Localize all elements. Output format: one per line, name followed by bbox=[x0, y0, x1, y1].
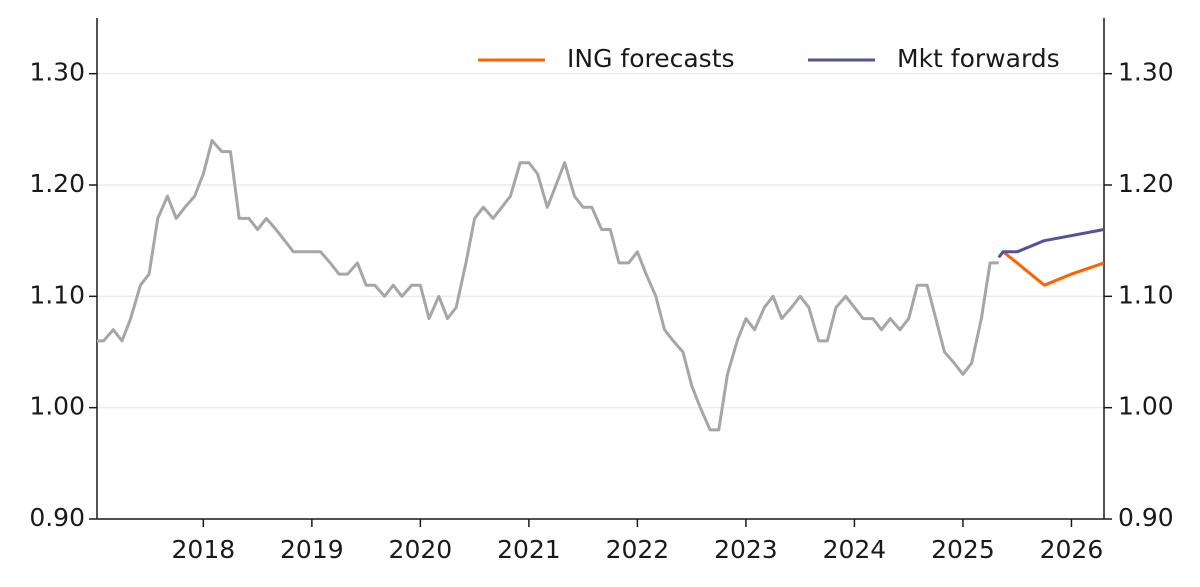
series-line bbox=[1002, 250, 1105, 287]
x-tick-label: 2022 bbox=[606, 535, 670, 564]
y-tick-label: 1.00 bbox=[29, 392, 85, 421]
series-line bbox=[997, 228, 1105, 259]
x-tick-label: 2024 bbox=[823, 535, 887, 564]
series-line bbox=[97, 138, 999, 432]
y2-tick-label: 1.30 bbox=[1118, 58, 1174, 87]
y-tick-label: 1.30 bbox=[29, 58, 85, 87]
y2-tick-label: 1.10 bbox=[1118, 280, 1174, 309]
x-tick-label: 2023 bbox=[714, 535, 778, 564]
x-tick-label: 2021 bbox=[497, 535, 561, 564]
y2-tick-label: 0.90 bbox=[1118, 503, 1174, 532]
x-tick-label: 2020 bbox=[389, 535, 453, 564]
x-tick-label: 2019 bbox=[280, 535, 344, 564]
x-tick-label: 2018 bbox=[172, 535, 236, 564]
legend-label: ING forecasts bbox=[567, 44, 735, 73]
x-tick-label: 2025 bbox=[931, 535, 995, 564]
y-tick-label: 0.90 bbox=[29, 503, 85, 532]
x-tick-label: 2026 bbox=[1040, 535, 1104, 564]
y2-tick-label: 1.20 bbox=[1118, 169, 1174, 198]
y2-tick-label: 1.00 bbox=[1118, 392, 1174, 421]
y-tick-label: 1.20 bbox=[29, 169, 85, 198]
y-tick-label: 1.10 bbox=[29, 280, 85, 309]
legend-label: Mkt forwards bbox=[897, 44, 1060, 73]
